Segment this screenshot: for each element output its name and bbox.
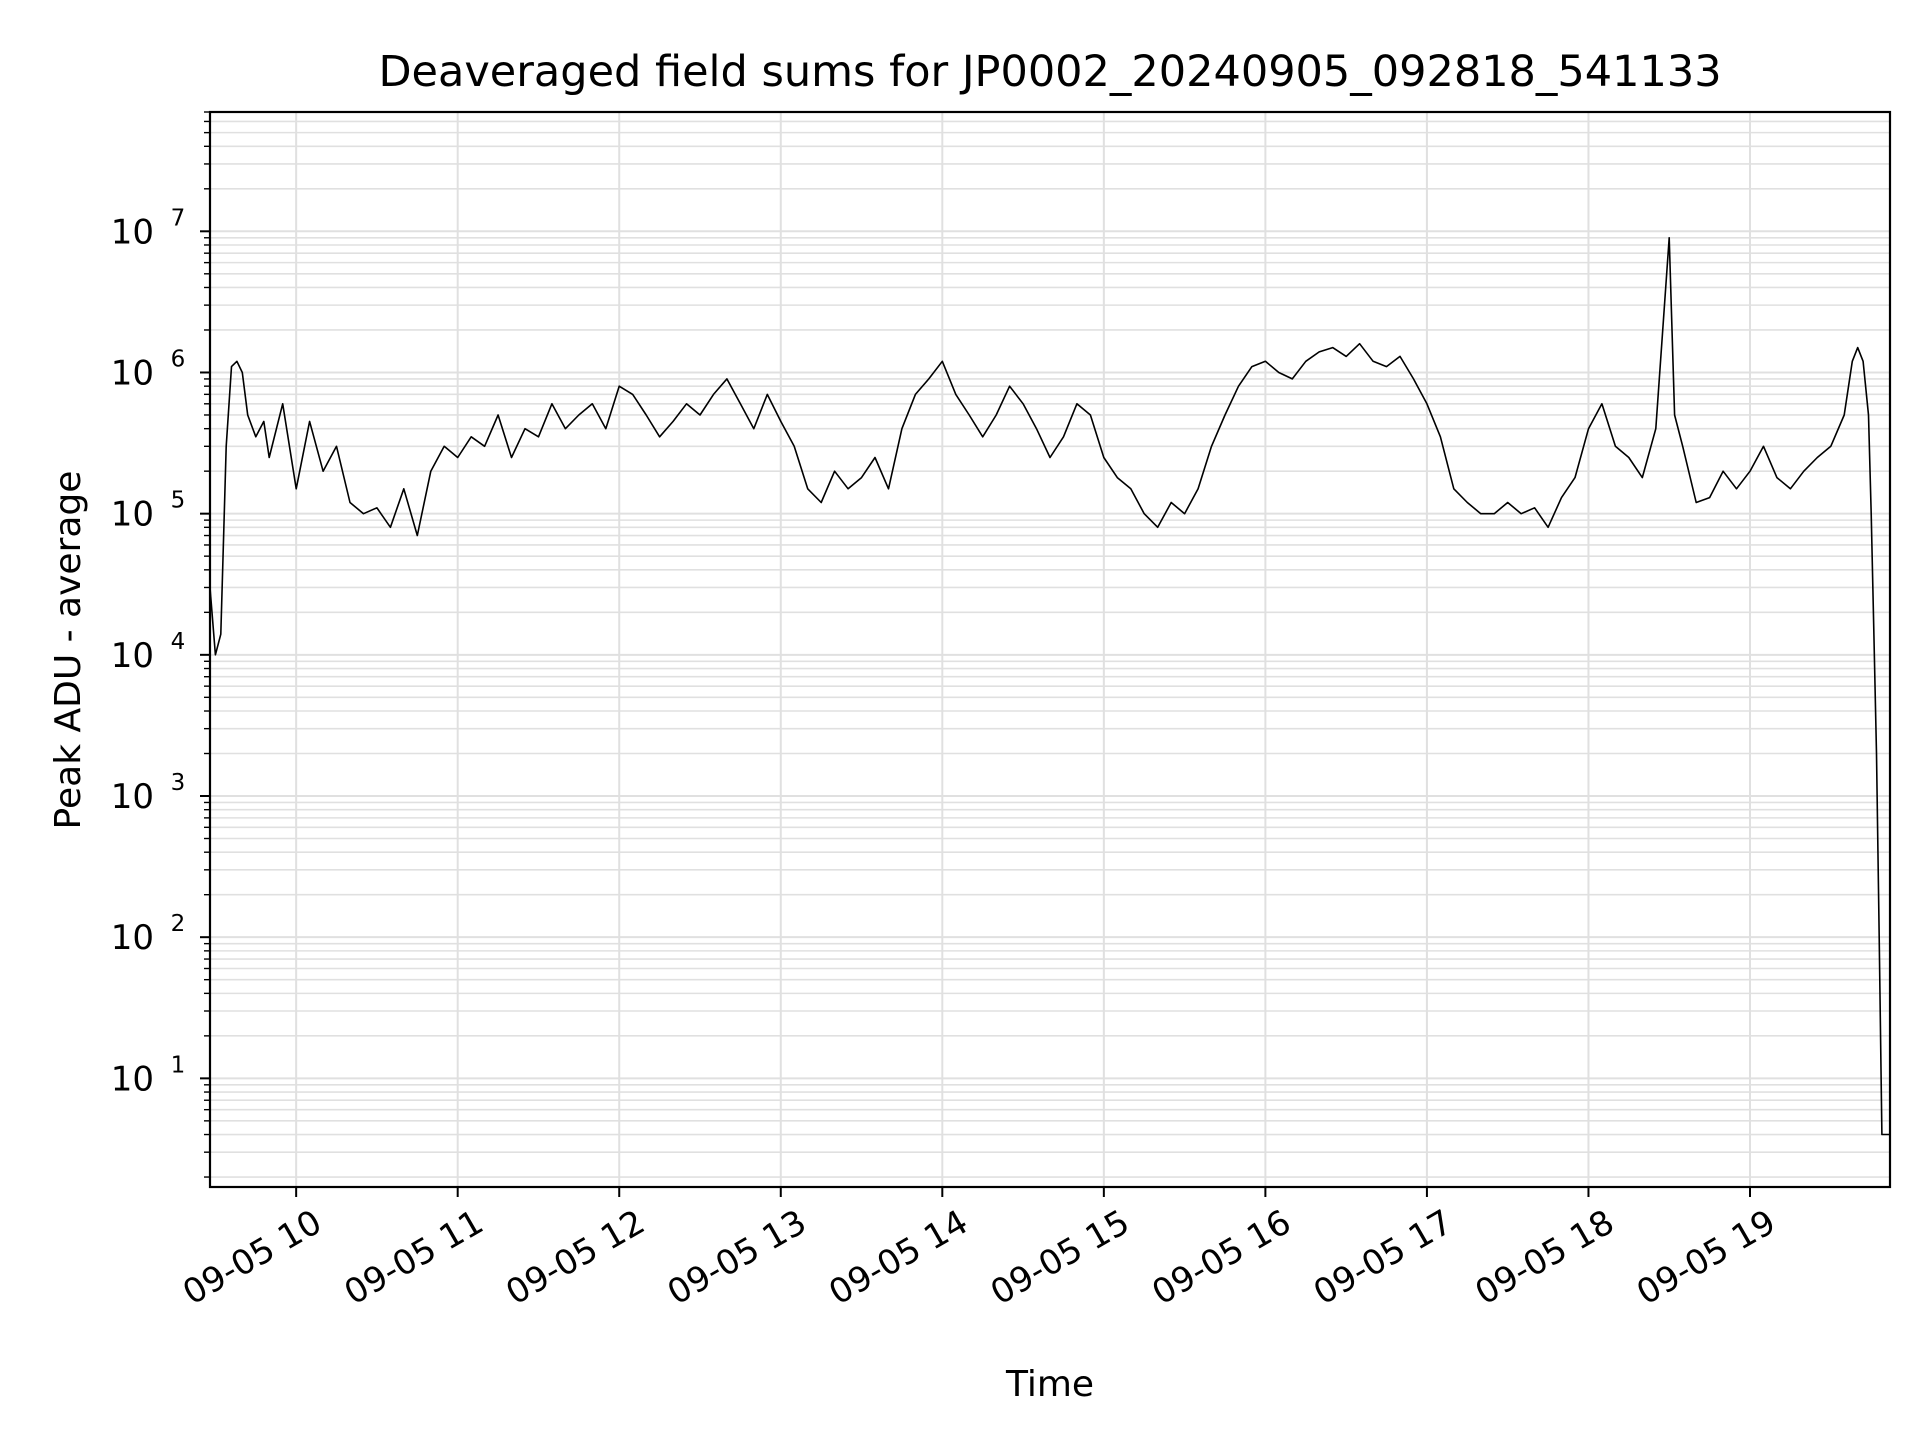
- y-tick-exponent: 7: [171, 205, 186, 231]
- y-tick-exponent: 6: [171, 346, 186, 372]
- y-tick-exponent: 3: [171, 770, 186, 796]
- grid-lines: [210, 111, 1890, 1187]
- series-layer: [209, 237, 1890, 1136]
- chart-title: Deaveraged field sums for JP0002_2024090…: [378, 47, 1721, 97]
- y-tick-exponent: 4: [171, 629, 186, 655]
- y-tick-exponent: 1: [171, 1052, 186, 1078]
- series-line: [209, 237, 1890, 1136]
- y-axis-label: Peak ADU - average: [48, 471, 89, 830]
- plot-frame: [208, 110, 1892, 1189]
- x-axis-label: Time: [1005, 1364, 1094, 1405]
- y-tick-exponent: 5: [171, 488, 186, 514]
- y-tick-exponent: 2: [171, 911, 186, 937]
